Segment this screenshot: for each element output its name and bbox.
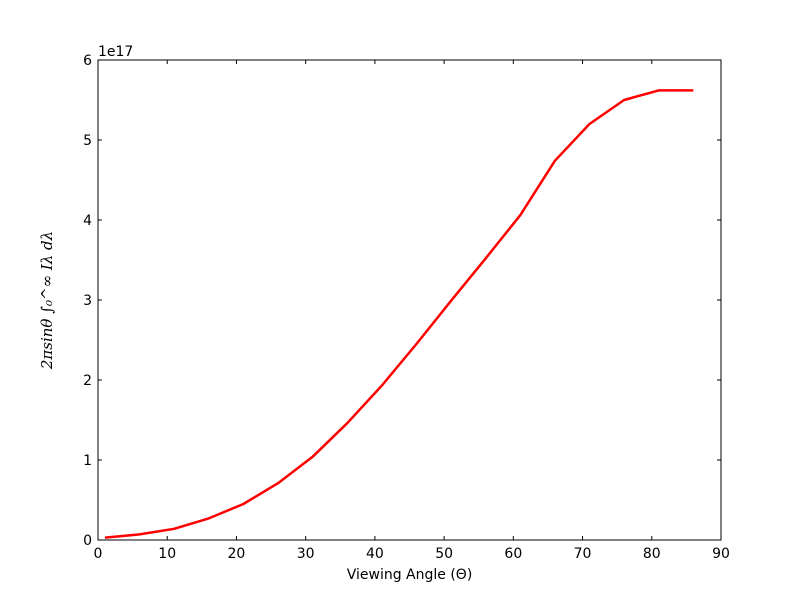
y-tick-label: 3 [83, 293, 92, 309]
y-axis-label: 2πsinθ ∫₀^∞ Iλ dλ [38, 231, 56, 370]
plot-area [97, 59, 722, 541]
x-tick-label: 50 [435, 546, 453, 562]
y-tick-label: 1 [83, 453, 92, 469]
x-tick-label: 20 [228, 546, 246, 562]
x-tick-label: 10 [158, 546, 176, 562]
x-tick-label: 80 [643, 546, 661, 562]
y-tick-label: 5 [83, 133, 92, 149]
y-tick-label: 4 [83, 213, 92, 229]
y-tick-label: 6 [83, 53, 92, 69]
x-tick-label: 40 [366, 546, 384, 562]
x-tick-label: 0 [94, 546, 103, 562]
y-axis-offset-label: 1e17 [98, 44, 133, 60]
plot-frame [97, 59, 722, 541]
axis-ticks: 0 10 20 30 40 50 60 70 80 90 0 1 2 3 4 5 6 [83, 53, 730, 562]
x-tick-label: 70 [574, 546, 592, 562]
x-tick-label: 60 [504, 546, 522, 562]
y-tick-label: 2 [83, 373, 92, 389]
x-tick-label: 30 [297, 546, 315, 562]
series-line [104, 89, 694, 539]
x-tick-label: 90 [712, 546, 730, 562]
y-tick-label: 0 [83, 533, 92, 549]
series-lines [104, 89, 694, 539]
x-axis-label: Viewing Angle (Θ) [347, 567, 473, 583]
